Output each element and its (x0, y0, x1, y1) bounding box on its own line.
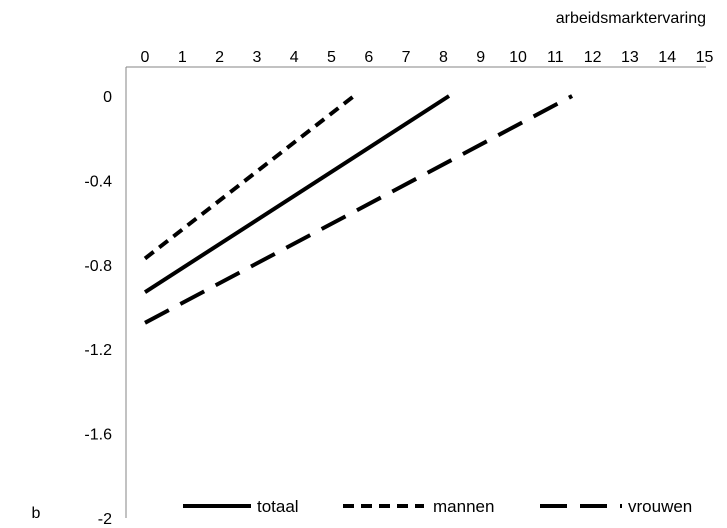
x-tick-label: 8 (439, 49, 448, 66)
x-tick-label: 7 (402, 49, 411, 66)
x-axis-title: arbeidsmarktervaring (556, 10, 706, 27)
x-tick-label: 14 (658, 49, 676, 66)
x-tick-labels: 0 1 2 3 4 5 6 7 8 9 10 11 12 13 14 15 (141, 49, 714, 66)
y-tick-label: -1.2 (84, 342, 112, 359)
series-lines (143, 94, 574, 325)
x-tick-label: 1 (178, 49, 187, 66)
legend-label-totaal: totaal (257, 497, 299, 516)
x-tick-label: 9 (476, 49, 485, 66)
x-tick-label: 0 (141, 49, 150, 66)
y-tick-label: 0 (103, 89, 112, 106)
y-tick-label: -0.8 (84, 258, 112, 275)
legend-label-mannen: mannen (433, 497, 494, 516)
x-tick-label: 4 (290, 49, 299, 66)
x-tick-label: 15 (696, 49, 714, 66)
x-tick-label: 10 (509, 49, 527, 66)
series-line-totaal (143, 94, 451, 294)
x-tick-label: 13 (621, 49, 639, 66)
series-line-mannen (143, 94, 356, 261)
y-tick-label: -2 (98, 511, 112, 528)
legend: totaal mannen vrouwen (183, 497, 692, 516)
series-line-vrouwen (144, 94, 574, 325)
x-tick-label: 11 (547, 49, 564, 66)
x-tick-label: 3 (252, 49, 261, 66)
y-tick-labels: 0 -0.4 -0.8 -1.2 -1.6 -2 (84, 89, 112, 528)
x-tick-label: 12 (584, 49, 602, 66)
y-axis-title: b (32, 505, 41, 522)
legend-label-vrouwen: vrouwen (628, 497, 692, 516)
x-tick-label: 6 (364, 49, 373, 66)
y-tick-label: -1.6 (84, 427, 112, 444)
x-tick-label: 5 (327, 49, 336, 66)
x-tick-label: 2 (215, 49, 224, 66)
y-tick-label: -0.4 (84, 173, 112, 190)
